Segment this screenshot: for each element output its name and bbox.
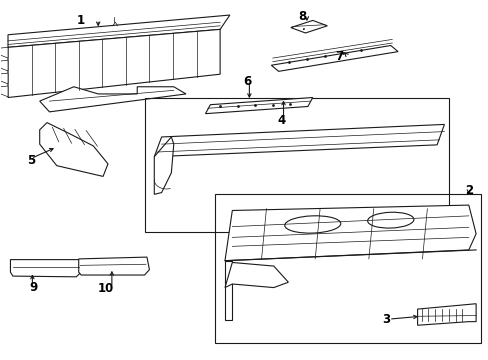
Polygon shape: [154, 125, 444, 157]
Polygon shape: [417, 304, 475, 325]
Text: 2: 2: [464, 184, 472, 197]
Text: 8: 8: [297, 10, 305, 23]
Text: 9: 9: [30, 281, 38, 294]
Polygon shape: [8, 30, 220, 98]
Text: 5: 5: [27, 154, 35, 167]
Text: 1: 1: [77, 14, 85, 27]
Polygon shape: [0, 73, 8, 84]
Polygon shape: [40, 123, 108, 176]
Text: 4: 4: [276, 114, 285, 127]
Polygon shape: [271, 45, 397, 71]
Polygon shape: [40, 87, 185, 112]
Text: 10: 10: [97, 282, 113, 295]
Text: 7: 7: [335, 50, 343, 63]
Bar: [215, 194, 480, 343]
Polygon shape: [79, 257, 149, 275]
Polygon shape: [10, 260, 81, 277]
Text: 3: 3: [381, 312, 389, 326]
Polygon shape: [8, 15, 229, 47]
Polygon shape: [205, 98, 312, 114]
Polygon shape: [224, 261, 232, 320]
Bar: [144, 98, 448, 232]
Polygon shape: [0, 86, 8, 97]
Polygon shape: [0, 47, 8, 58]
Polygon shape: [290, 21, 327, 33]
Polygon shape: [154, 137, 173, 194]
Polygon shape: [224, 205, 475, 261]
Text: 6: 6: [243, 75, 250, 88]
Polygon shape: [224, 262, 288, 288]
Polygon shape: [0, 60, 8, 71]
